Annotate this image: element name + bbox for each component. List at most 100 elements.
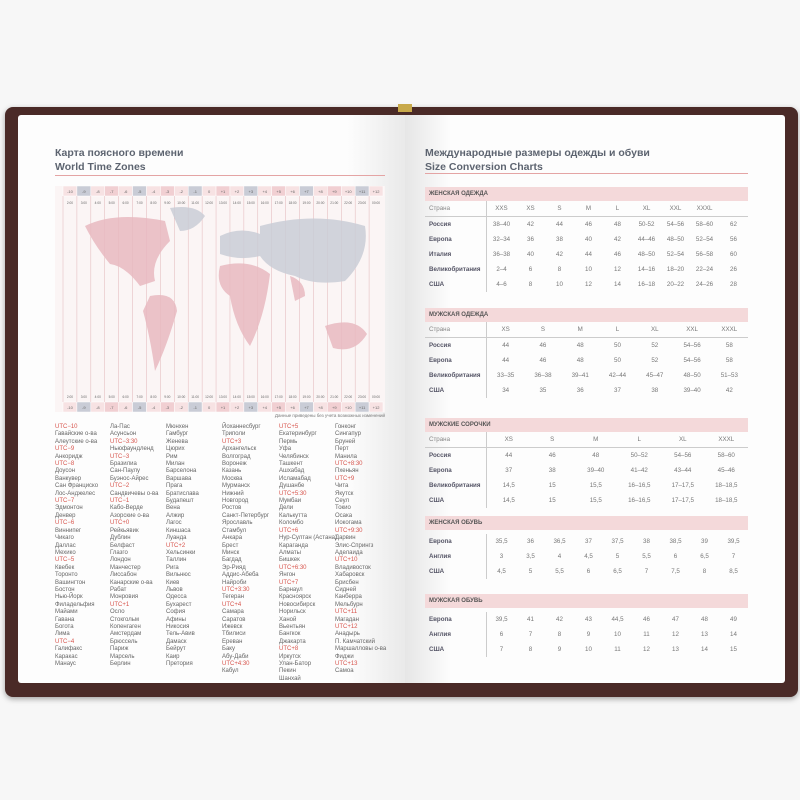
zone-label: +5 bbox=[276, 405, 281, 410]
table-cell: 13 bbox=[701, 631, 708, 638]
table-cell: 12 bbox=[643, 646, 650, 653]
time-label: 10:00 bbox=[177, 201, 185, 205]
table-cell: 50 bbox=[614, 342, 621, 349]
city-name: Аддис-Абеба bbox=[222, 572, 259, 579]
table-cell: 48 bbox=[576, 357, 584, 364]
city-name: Найроби bbox=[222, 579, 247, 586]
table-cell: 38 bbox=[643, 538, 650, 545]
table-header-row: Страна XS S M L XL XXXL bbox=[425, 432, 748, 448]
table-cell: 50 bbox=[614, 357, 621, 364]
table-title: МУЖСКИЕ СОРОЧКИ bbox=[425, 418, 748, 432]
city-name: Владивосток bbox=[335, 564, 371, 571]
city-name: Мельбурн bbox=[335, 601, 363, 608]
row-label: Европа bbox=[425, 534, 487, 549]
city-name: Баку bbox=[222, 646, 235, 653]
page-title-en: Size Conversion Charts bbox=[425, 161, 543, 173]
city-column: Мюнхен Гамбург Женева Цюрих Рим Милан Барселон… bbox=[166, 424, 199, 668]
table-cell: 18–20 bbox=[666, 266, 685, 273]
table-row: Европа 32–34 36 38 40 42 44–46 48–50 52–54 56 bbox=[425, 232, 748, 247]
table-cell: 24–26 bbox=[695, 281, 714, 288]
australia bbox=[325, 322, 367, 350]
city-name: Кабул bbox=[222, 668, 239, 675]
city-name: Джакарта bbox=[279, 638, 306, 645]
page-title-ru: Карта поясного времени bbox=[55, 147, 184, 159]
table-cell: 11 bbox=[614, 646, 621, 653]
city-name: Дели bbox=[279, 505, 294, 512]
table-cell: 28 bbox=[730, 281, 737, 288]
time-label: 8:00 bbox=[150, 201, 156, 205]
time-label: 11:00 bbox=[191, 201, 199, 205]
time-label: 7:00 bbox=[136, 201, 142, 205]
map-note: Данные приведены без учета возможных изм… bbox=[274, 413, 385, 418]
zone-label: -5 bbox=[138, 405, 142, 410]
city-name: Ашхабад bbox=[279, 468, 305, 475]
zone-label: -1 bbox=[193, 189, 197, 194]
zone-label: +5 bbox=[276, 189, 281, 194]
city-name: Пхеньян bbox=[335, 468, 359, 475]
zone-label: +6 bbox=[290, 405, 295, 410]
table-cell: XXL bbox=[686, 326, 698, 333]
table-cell: 17–17,5 bbox=[671, 482, 694, 489]
city-name: Якутск bbox=[335, 490, 354, 497]
table-cell: 39 bbox=[701, 538, 708, 545]
table-cell: 8 bbox=[702, 568, 707, 575]
zone-label: -2 bbox=[179, 405, 183, 410]
city-name: Дарвин bbox=[335, 535, 356, 542]
zone-label: -8 bbox=[96, 405, 100, 410]
city-name: Хельсинки bbox=[166, 549, 196, 556]
city-name: Алматы bbox=[279, 549, 301, 556]
time-label: 14:00 bbox=[233, 395, 241, 399]
time-label: 18:00 bbox=[289, 395, 297, 399]
table-cell: 42 bbox=[614, 236, 621, 243]
south-america bbox=[143, 295, 177, 371]
city-name: Нью-Йорк bbox=[55, 594, 83, 601]
right-page bbox=[405, 115, 785, 683]
table-cell: 35,5 bbox=[495, 538, 508, 545]
zone-label: +4 bbox=[262, 405, 267, 410]
table-cell: M bbox=[577, 326, 583, 333]
city-name: Алеутские о-ва bbox=[55, 438, 98, 445]
row-label: США bbox=[425, 277, 487, 292]
table-cell: 15,5 bbox=[589, 482, 602, 489]
zone-label: -5 bbox=[138, 189, 142, 194]
time-label: 10:00 bbox=[177, 395, 185, 399]
time-label: 12:00 bbox=[205, 395, 213, 399]
city-name: Будапешт bbox=[166, 498, 194, 505]
city-name: Саратов bbox=[222, 616, 246, 623]
page-title-ru: Международные размеры одежды и обуви bbox=[425, 147, 650, 159]
table-cell: 6 bbox=[586, 568, 591, 575]
city-name: Нур-Султан (Астана) bbox=[279, 535, 337, 542]
table-cell: XXXL bbox=[721, 326, 738, 333]
city-name: Ярославль bbox=[222, 520, 253, 527]
city-name: Мурманск bbox=[222, 483, 250, 490]
table-cell: 46 bbox=[539, 342, 547, 349]
table-cell: 47 bbox=[672, 616, 679, 623]
utc-offset-label: UTC−7 bbox=[55, 498, 75, 505]
table-row: Великобритания 2–4 6 8 10 12 14–16 18–20 22–24 26 bbox=[425, 262, 748, 277]
table-cell: 44–46 bbox=[637, 236, 656, 243]
city-name: Душанбе bbox=[279, 483, 305, 490]
utc-offset-label: UTC+2 bbox=[166, 542, 186, 549]
table-cell: 56–58 bbox=[695, 251, 714, 258]
table-cell: 10 bbox=[556, 281, 563, 288]
city-name: Казань bbox=[222, 468, 242, 475]
city-name: Осло bbox=[110, 609, 125, 616]
city-name: Барселона bbox=[166, 468, 197, 475]
time-label: 13:00 bbox=[219, 201, 227, 205]
city-name: Львов bbox=[166, 586, 183, 593]
city-name: Гавана bbox=[55, 616, 75, 623]
city-name: Ла-Пас bbox=[110, 424, 130, 430]
city-name: Сингапур bbox=[335, 431, 361, 438]
table-cell: 38 bbox=[556, 236, 563, 243]
time-label: 17:00 bbox=[275, 201, 283, 205]
city-name: Ньюфаундленд bbox=[110, 446, 154, 453]
utc-offset-label: UTC−4 bbox=[55, 638, 75, 645]
city-name: Нижний bbox=[222, 490, 244, 497]
zone-label: +9 bbox=[332, 189, 337, 194]
table-cell: 42 bbox=[556, 616, 563, 623]
city-name: Прага bbox=[166, 483, 183, 490]
city-name: Стамбул bbox=[222, 527, 247, 534]
utc-offset-label: UTC−1 bbox=[110, 498, 130, 505]
row-label: США bbox=[425, 642, 487, 657]
city-name: Филадельфия bbox=[55, 601, 95, 608]
